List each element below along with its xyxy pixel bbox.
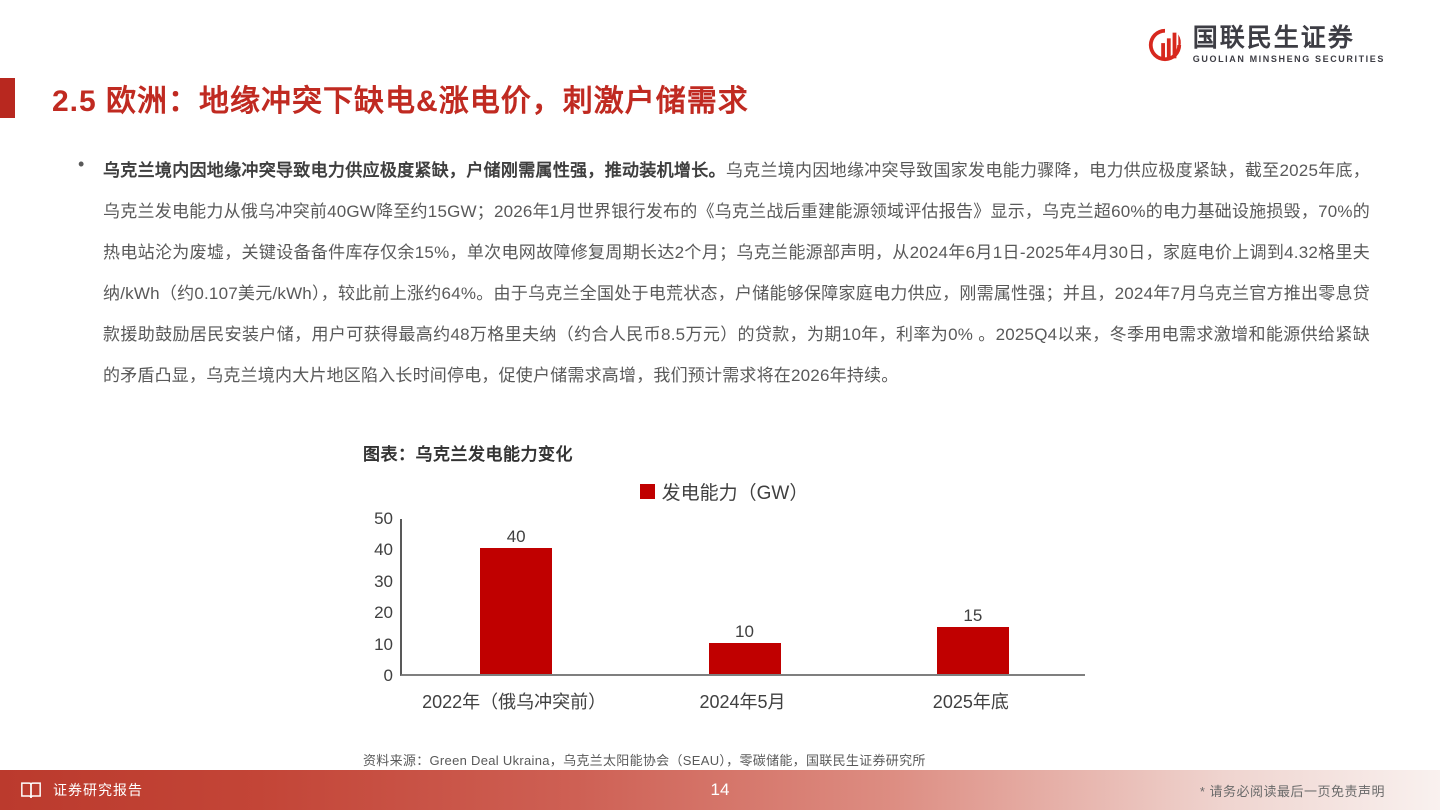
bar-2 <box>708 642 781 674</box>
footer-left: 证券研究报告 <box>20 780 143 800</box>
footer-page-number: 14 <box>710 780 730 799</box>
y-tick-label: 40 <box>374 540 393 560</box>
open-book-icon <box>21 781 41 798</box>
y-tick-label: 30 <box>374 571 393 591</box>
y-tick-label: 10 <box>374 634 393 654</box>
y-tick-label: 0 <box>383 666 393 685</box>
body-paragraph-block: • 乌克兰境内因地缘冲突导致电力供应极度紧缺，户储刚需属性强，推动装机增长。乌克… <box>78 150 1370 396</box>
bar-1 <box>480 548 553 674</box>
company-logo: 国联民生证券 GUOLIAN MINSHENG SECURITIES <box>1146 26 1385 64</box>
body-paragraph: 乌克兰境内因地缘冲突导致电力供应极度紧缺，户储刚需属性强，推动装机增长。乌克兰境… <box>103 150 1370 396</box>
company-name-cn: 国联民生证券 <box>1192 24 1355 52</box>
y-tick-label: 50 <box>374 509 393 528</box>
plot-area: 40 10 15 <box>400 519 1085 676</box>
bullet-marker: • <box>78 154 85 174</box>
bar-value-label: 15 <box>963 605 983 625</box>
page-title: 2.5 欧洲：地缘冲突下缺电&涨电价，刺激户储需求 <box>52 85 749 118</box>
body-paragraph-text: 乌克兰境内因地缘冲突导致国家发电能力骤降，电力供应极度紧缺，截至2025年底，乌… <box>103 161 1370 385</box>
bar-value-label: 10 <box>735 621 754 641</box>
body-paragraph-lead: 乌克兰境内因地缘冲突导致电力供应极度紧缺，户储刚需属性强，推动装机增长。 <box>103 161 726 180</box>
company-logo-icon <box>1148 28 1181 62</box>
footer-bar: 证券研究报告 14 * 请务必阅读最后一页免责声明 <box>0 770 1440 810</box>
legend-swatch <box>639 484 655 499</box>
title-accent-bar <box>0 78 15 118</box>
chart-source: 资料来源：Green Deal Ukraina，乌克兰太阳能协会（SEAU），零… <box>363 753 926 768</box>
y-tick-label: 20 <box>374 603 393 623</box>
footer-disclaimer: * 请务必阅读最后一页免责声明 <box>1199 783 1385 799</box>
bar-value-label: 40 <box>506 527 526 547</box>
x-category-label: 2024年5月 <box>699 692 786 712</box>
x-axis-labels: 2022年（俄乌冲突前） 2024年5月 2025年底 <box>400 676 1085 712</box>
chart-plot-zone: 0 10 20 30 40 50 40 10 15 <box>363 509 1085 685</box>
legend-label: 发电能力（GW） <box>661 483 809 504</box>
bar-3 <box>936 626 1009 674</box>
footer-report-type: 证券研究报告 <box>53 782 143 798</box>
x-category-label: 2022年（俄乌冲突前） <box>422 692 607 712</box>
chart-legend: 发电能力（GW） <box>363 478 1085 505</box>
y-axis-labels: 0 10 20 30 40 50 <box>363 509 393 685</box>
chart-title: 图表：乌克兰发电能力变化 <box>363 445 573 464</box>
chart-section: 图表：乌克兰发电能力变化 发电能力（GW） 0 10 20 30 40 50 40 10 15… <box>363 440 1085 769</box>
x-category-label: 2025年底 <box>932 692 1009 712</box>
company-name-en: GUOLIAN MINSHENG SECURITIES <box>1192 54 1385 64</box>
